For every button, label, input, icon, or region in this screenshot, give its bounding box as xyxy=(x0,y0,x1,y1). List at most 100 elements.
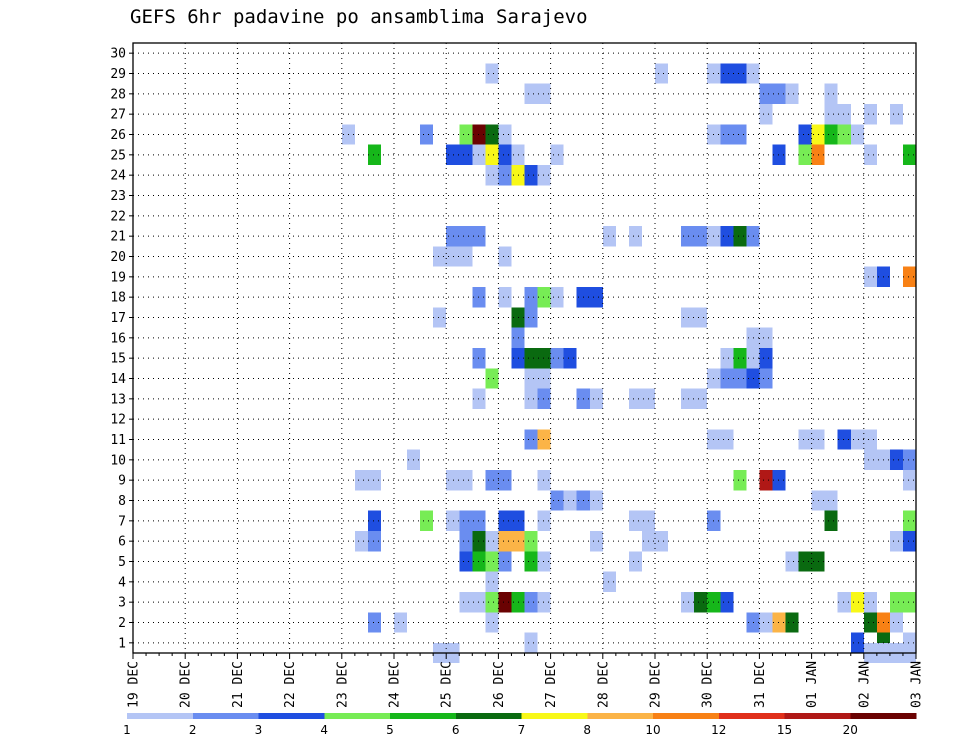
precip-cell xyxy=(850,124,864,145)
precip-cell xyxy=(537,470,551,491)
precip-cell xyxy=(459,124,473,145)
precip-cell xyxy=(394,612,408,633)
x-tick-label: 02 JAN xyxy=(857,661,872,708)
precip-cell xyxy=(524,287,538,308)
colorbar-label: 7 xyxy=(518,723,526,737)
colorbar-swatch xyxy=(653,713,720,719)
y-tick-label: 16 xyxy=(110,331,126,346)
precip-cell xyxy=(889,592,903,613)
precip-cell xyxy=(459,510,473,531)
precip-cell xyxy=(354,470,368,491)
colorbar-swatch xyxy=(324,713,391,719)
precip-cell xyxy=(694,226,708,247)
precip-cell xyxy=(367,531,381,552)
colorbar-swatch xyxy=(850,713,917,719)
precip-cell xyxy=(524,531,538,552)
y-tick-label: 28 xyxy=(110,87,126,102)
precip-cell xyxy=(850,632,864,653)
colorbar-label: 6 xyxy=(452,723,460,737)
y-tick-label: 14 xyxy=(110,372,126,387)
precip-cell xyxy=(681,388,695,409)
x-tick-label: 24 DEC xyxy=(388,661,403,708)
precip-cell xyxy=(798,551,812,572)
precip-cell xyxy=(433,246,447,267)
precip-cell xyxy=(485,571,499,592)
precip-cell xyxy=(720,348,734,369)
precip-cell xyxy=(720,124,734,145)
precip-cell xyxy=(589,287,603,308)
precip-cell xyxy=(485,144,499,165)
precip-cell xyxy=(694,592,708,613)
precip-cell xyxy=(459,592,473,613)
precip-cell xyxy=(902,510,916,531)
precip-cell xyxy=(537,429,551,450)
precip-cell xyxy=(498,531,512,552)
x-tick-label: 29 DEC xyxy=(649,661,664,708)
precip-cell xyxy=(824,83,838,104)
precip-cell xyxy=(524,592,538,613)
y-tick-label: 12 xyxy=(110,413,126,428)
colorbar-swatch xyxy=(718,713,785,719)
y-tick-label: 13 xyxy=(110,392,126,407)
precip-cell xyxy=(694,307,708,328)
precip-cell xyxy=(889,104,903,125)
precip-cell xyxy=(602,226,616,247)
precip-cell xyxy=(485,124,499,145)
y-tick-label: 4 xyxy=(118,575,126,590)
colorbar-swatch xyxy=(521,713,588,719)
precip-cell xyxy=(759,348,773,369)
y-tick-label: 6 xyxy=(118,535,126,550)
y-tick-label: 30 xyxy=(110,47,126,62)
precip-cell xyxy=(746,226,760,247)
colorbar-label: 20 xyxy=(843,723,858,737)
colorbar-swatch xyxy=(587,713,654,719)
precip-cell xyxy=(681,592,695,613)
precip-cell xyxy=(459,144,473,165)
precip-cell xyxy=(759,470,773,491)
x-tick-label: 23 DEC xyxy=(335,661,350,708)
y-tick-label: 17 xyxy=(110,311,126,326)
precip-cell xyxy=(733,470,747,491)
precip-cell xyxy=(446,510,460,531)
precip-cell xyxy=(485,165,499,186)
y-tick-label: 23 xyxy=(110,189,126,204)
y-tick-label: 9 xyxy=(118,474,126,489)
precip-cell xyxy=(720,429,734,450)
precip-cell xyxy=(511,327,525,348)
grid xyxy=(132,43,917,653)
precip-cell xyxy=(563,490,577,511)
x-tick-label: 20 DEC xyxy=(179,661,194,708)
precip-cell xyxy=(498,144,512,165)
precip-cell xyxy=(720,63,734,84)
precip-cell xyxy=(524,632,538,653)
precip-cell xyxy=(550,348,564,369)
precip-cell xyxy=(446,144,460,165)
precip-cell xyxy=(367,510,381,531)
precip-cell xyxy=(863,144,877,165)
precip-cell xyxy=(589,531,603,552)
precip-cell xyxy=(759,83,773,104)
x-tick-label: 01 JAN xyxy=(805,661,820,708)
colorbar-label: 5 xyxy=(386,723,394,737)
precip-cell xyxy=(589,490,603,511)
x-tick-label: 03 JAN xyxy=(910,661,925,708)
precip-cell xyxy=(628,388,642,409)
precip-cell xyxy=(902,531,916,552)
precip-cell xyxy=(759,327,773,348)
precip-cell xyxy=(655,63,669,84)
precip-cell xyxy=(681,226,695,247)
precip-cell xyxy=(589,388,603,409)
precip-cell xyxy=(863,592,877,613)
precip-cell xyxy=(759,104,773,125)
y-tick-label: 20 xyxy=(110,250,126,265)
precip-cell xyxy=(902,144,916,165)
colorbar-label: 1 xyxy=(123,723,131,737)
precip-cell xyxy=(446,246,460,267)
precip-cell xyxy=(420,510,434,531)
y-tick-label: 27 xyxy=(110,108,126,123)
precip-cell xyxy=(628,551,642,572)
colorbar-label: 2 xyxy=(189,723,197,737)
precip-cell xyxy=(459,531,473,552)
x-tick-label: 25 DEC xyxy=(440,661,455,708)
